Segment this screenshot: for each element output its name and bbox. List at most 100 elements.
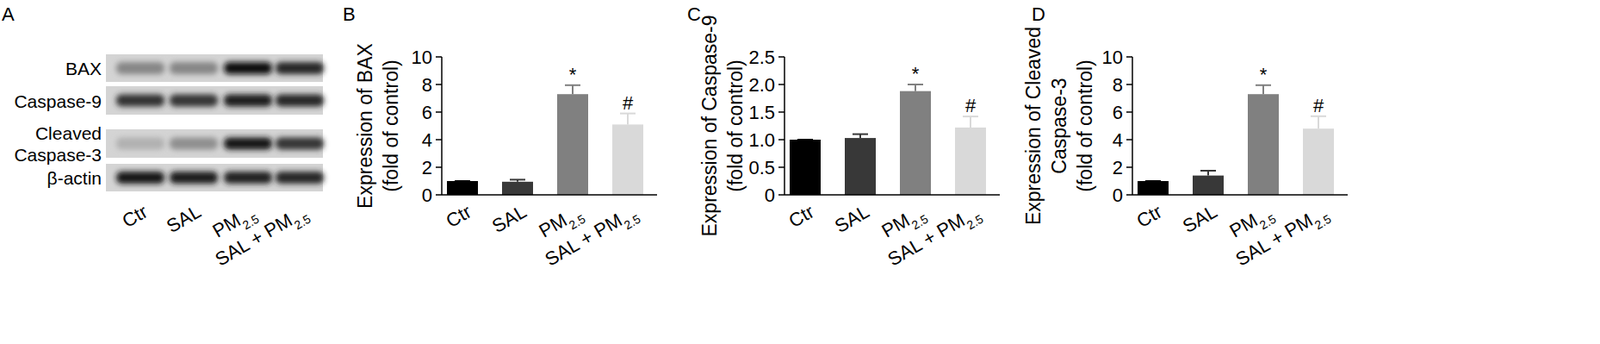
y-tick-label: 10 [411, 46, 433, 69]
y-tick-label: 0 [421, 184, 433, 206]
blot-band [275, 94, 324, 107]
y-tick [778, 111, 785, 113]
panel-letter: A [1, 3, 15, 25]
y-tick-label: 10 [1102, 46, 1123, 69]
blot-lane-label: SAL [162, 200, 205, 237]
error-bar [620, 113, 636, 125]
significance-mark: # [1313, 94, 1325, 117]
blot-band [169, 94, 218, 107]
error-bar [1310, 116, 1327, 129]
blot-row-label: β-actin [47, 167, 102, 188]
y-tick-label: 8 [421, 74, 433, 96]
error-bar [852, 134, 869, 138]
y-tick-label: 6 [421, 101, 433, 124]
bar [1192, 175, 1224, 195]
bar [557, 93, 589, 195]
blot-lane-label: Ctr [118, 200, 152, 232]
blot-row: Caspase-9 [13, 86, 324, 115]
error-stem [969, 116, 972, 128]
x-tick-label: Ctr [442, 200, 476, 232]
bar [446, 180, 478, 195]
panel-letter: B [342, 3, 356, 25]
bar [955, 127, 987, 195]
y-tick [778, 193, 785, 196]
y-tick [1126, 166, 1133, 168]
x-tick-label: SAL [1178, 200, 1222, 237]
significance-mark: # [622, 92, 634, 114]
y-tick [1126, 55, 1133, 58]
y-tick [778, 55, 785, 58]
error-cap [1200, 169, 1216, 172]
x-tick-label: Ctr [1133, 200, 1166, 232]
error-bar [1200, 170, 1216, 176]
x-tick-label: SAL + PM2.5 [884, 200, 987, 275]
error-stem [626, 113, 629, 125]
bars [1137, 85, 1334, 195]
y-tick [1126, 193, 1133, 196]
y-axis-label: Expression of Cleaved [1022, 26, 1045, 225]
y-axis-label: Expression of BAX [353, 43, 377, 209]
blot-strip [105, 86, 323, 115]
y-axis-label: Expression of Caspase-9 [698, 15, 721, 237]
error-cap [454, 179, 471, 182]
blot-band [223, 171, 273, 184]
y-tick [778, 166, 785, 168]
blot-band [169, 171, 218, 184]
y-tick [1126, 83, 1133, 86]
blot-row: β-actin [47, 163, 324, 192]
x-tick-label: SAL + PM2.5 [1232, 200, 1334, 275]
x-axis [784, 193, 1000, 196]
figure: ABCDBAXCaspase-9CleavedCaspase-3β-actinC… [0, 0, 1600, 344]
blot-row: BAX [65, 54, 324, 82]
bar [844, 137, 876, 195]
panel-letter: D [1031, 3, 1046, 25]
blot-strip [105, 129, 323, 158]
y-tick [1126, 111, 1133, 113]
y-tick-label: 4 [1112, 129, 1123, 151]
error-stem [914, 84, 917, 92]
blot-band [116, 94, 165, 107]
error-bar [797, 139, 813, 141]
y-tick-label: 0.5 [748, 156, 776, 179]
y-tick-label: 6 [1112, 101, 1123, 124]
x-tick-label: Ctr [785, 200, 819, 232]
blot-band [116, 62, 165, 75]
significance-mark: * [911, 62, 920, 85]
y-axis [440, 56, 443, 195]
error-stem [1317, 116, 1320, 129]
blot-band [223, 62, 273, 75]
blot-band [116, 171, 165, 184]
y-tick-label: 8 [1112, 74, 1123, 96]
x-tick-label: SAL + PM2.5 [541, 200, 644, 275]
error-bar [564, 85, 581, 94]
significance-mark: * [1259, 63, 1268, 86]
y-tick-label: 0 [764, 184, 776, 206]
blot-band [223, 137, 273, 150]
y-tick [435, 111, 442, 113]
blot-row-label: Cleaved [35, 123, 102, 143]
y-tick-label: 1.0 [748, 129, 776, 151]
error-cap [852, 133, 869, 136]
blot-band [275, 62, 324, 75]
blot-band [169, 62, 218, 75]
blot-row-label: Caspase-9 [13, 91, 102, 112]
y-tick-label: 2 [421, 156, 433, 179]
x-axis [1132, 193, 1348, 196]
y-axis [783, 56, 786, 195]
y-tick [435, 166, 442, 168]
y-tick-label: 2 [1112, 156, 1123, 179]
blot-strip [105, 54, 323, 82]
bars [446, 85, 644, 195]
blot-band [275, 137, 324, 150]
significance-mark: # [965, 94, 977, 117]
bar-chart: 00.51.01.52.02.5*#CtrSALPM2.5SAL + PM2.5… [698, 15, 1000, 275]
significance-mark: * [569, 63, 577, 86]
bar [789, 139, 821, 195]
y-tick [1126, 138, 1133, 141]
y-tick [778, 138, 785, 141]
error-cap [1145, 179, 1161, 182]
y-axis [1131, 56, 1134, 195]
y-axis-label: (fold of control) [1073, 59, 1097, 192]
bars [789, 84, 987, 195]
error-cap [797, 138, 813, 141]
